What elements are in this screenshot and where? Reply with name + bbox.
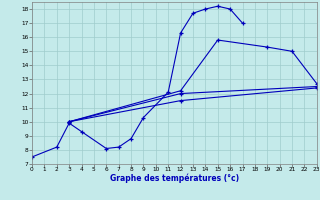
X-axis label: Graphe des températures (°c): Graphe des températures (°c): [110, 174, 239, 183]
